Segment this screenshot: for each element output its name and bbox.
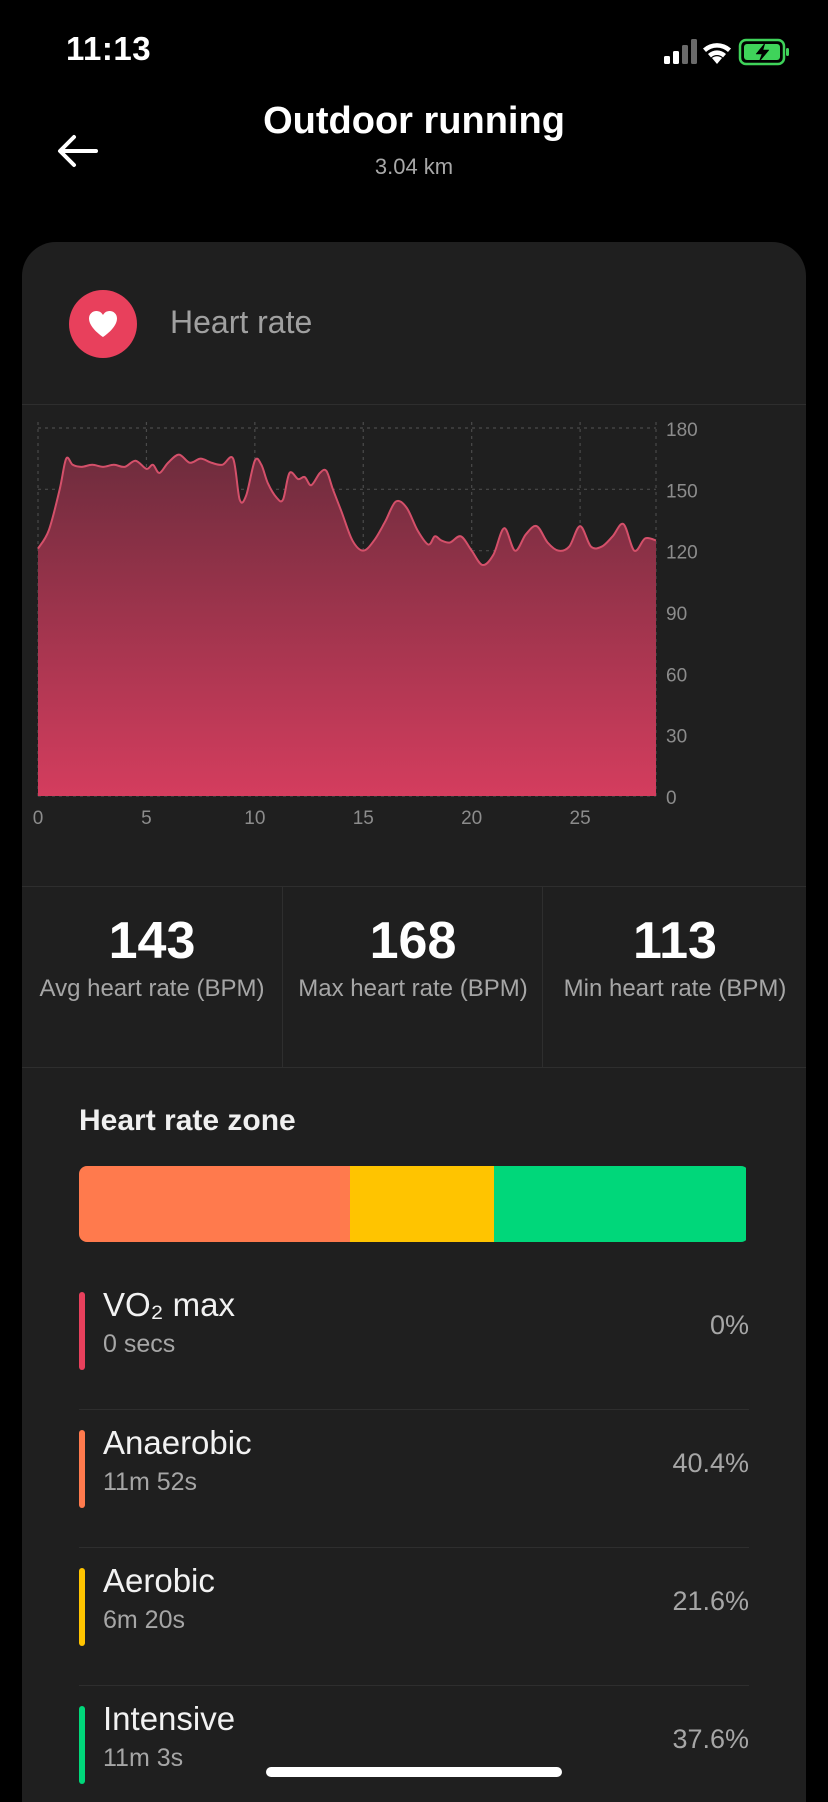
zone-percent: 40.4% — [672, 1448, 749, 1478]
x-tick-label: 20 — [461, 808, 482, 829]
heart-rate-line — [37, 453, 657, 566]
header: Outdoor running 3.04 km — [0, 100, 828, 220]
heart-rate-stats: 143 Avg heart rate (BPM) 168 Max heart r… — [22, 886, 806, 1068]
zone-name: Anaerobic — [103, 1424, 252, 1461]
x-tick-label: 10 — [244, 808, 265, 829]
y-tick-label: 0 — [666, 788, 677, 809]
zone-title: Heart rate zone — [79, 1104, 296, 1137]
battery-charging-icon — [738, 38, 789, 66]
zone-color-marker — [79, 1430, 85, 1508]
zone-item-vo2max[interactable]: VO₂ max 0 secs 0% — [79, 1272, 749, 1410]
zone-color-marker — [79, 1706, 85, 1784]
status-icons — [644, 36, 794, 68]
zone-item-anaerobic[interactable]: Anaerobic 11m 52s 40.4% — [79, 1410, 749, 1548]
zone-duration: 11m 52s — [103, 1468, 198, 1496]
zone-item-intensive[interactable]: Intensive 11m 3s 37.6% — [79, 1686, 749, 1802]
zone-item-aerobic[interactable]: Aerobic 6m 20s 21.6% — [79, 1548, 749, 1686]
y-tick-label: 30 — [666, 727, 687, 748]
x-tick-label: 15 — [353, 808, 374, 829]
home-indicator[interactable] — [266, 1767, 562, 1777]
heart-rate-chart: 0 30 60 90 120 150 180 0 5 10 15 20 25 — [22, 404, 806, 886]
page-subtitle: 3.04 km — [374, 154, 454, 179]
y-tick-label: 60 — [666, 665, 687, 686]
max-heart-rate-stat: 168 Max heart rate (BPM) — [282, 887, 543, 1067]
page-title: Outdoor running — [263, 100, 565, 142]
cellular-signal-icon — [664, 39, 697, 64]
x-tick-label: 0 — [33, 808, 44, 829]
back-button[interactable] — [48, 126, 108, 176]
stat-label: Avg heart rate (BPM) — [39, 975, 265, 1002]
min-heart-rate-stat: 113 Min heart rate (BPM) — [542, 887, 806, 1067]
y-tick-label: 180 — [666, 420, 698, 441]
arrow-left-icon — [58, 135, 98, 167]
heart-rate-chart-svg: 0 30 60 90 120 150 180 0 5 10 15 20 25 — [33, 420, 698, 829]
card-title: Heart rate — [170, 304, 313, 340]
zone-name: VO₂ max — [103, 1286, 235, 1323]
zone-duration: 11m 3s — [103, 1744, 184, 1772]
heart-rate-area — [38, 454, 656, 796]
zone-duration: 6m 20s — [103, 1606, 185, 1634]
zone-list: VO₂ max 0 secs 0% Anaerobic 11m 52s 40.4… — [79, 1272, 749, 1802]
stat-value: 143 — [108, 912, 196, 970]
zone-bar-segment — [349, 1166, 495, 1242]
stat-label: Min heart rate (BPM) — [563, 975, 787, 1002]
heart-rate-card: Heart rate 0 30 60 90 120 150 180 0 5 10 15 20 25 1… — [22, 242, 806, 1802]
stat-value: 168 — [369, 912, 457, 970]
zone-bar-segment — [79, 1166, 350, 1242]
y-tick-label: 90 — [666, 604, 687, 625]
wifi-icon — [703, 43, 731, 64]
x-tick-label: 25 — [570, 808, 591, 829]
zone-name: Intensive — [103, 1700, 236, 1737]
zone-percent: 37.6% — [672, 1724, 749, 1754]
zone-duration: 0 secs — [103, 1330, 176, 1358]
stat-value: 113 — [633, 912, 717, 970]
status-time: 11:13 — [66, 30, 152, 67]
zone-name: Aerobic — [103, 1562, 215, 1599]
zone-percent: 0% — [709, 1310, 749, 1340]
y-tick-label: 150 — [666, 481, 698, 502]
zone-color-marker — [79, 1292, 85, 1370]
heart-badge — [69, 290, 137, 358]
y-tick-label: 120 — [666, 543, 698, 564]
heart-icon — [89, 311, 117, 337]
zone-percent: 21.6% — [672, 1586, 749, 1616]
x-tick-label: 5 — [141, 808, 152, 829]
zone-color-marker — [79, 1568, 85, 1646]
zone-distribution-bar — [79, 1166, 749, 1242]
stat-label: Max heart rate (BPM) — [298, 975, 528, 1002]
status-bar: 11:13 — [0, 0, 828, 100]
card-header: Heart rate — [22, 242, 806, 405]
avg-heart-rate-stat: 143 Avg heart rate (BPM) — [22, 887, 282, 1067]
zone-bar-segment — [494, 1166, 747, 1242]
